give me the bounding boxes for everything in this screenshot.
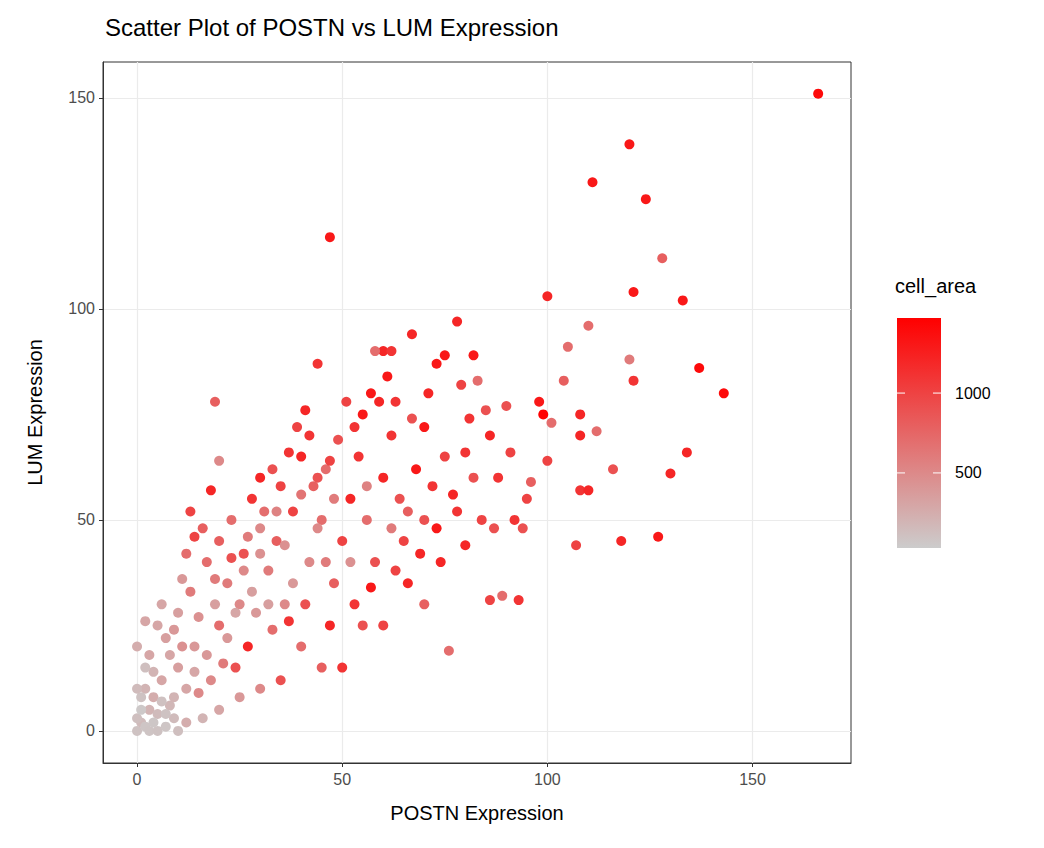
svg-text:50: 50 bbox=[333, 771, 351, 788]
svg-text:1000: 1000 bbox=[955, 385, 991, 402]
svg-text:LUM Expression: LUM Expression bbox=[24, 339, 46, 486]
svg-text:100: 100 bbox=[68, 300, 95, 317]
svg-text:50: 50 bbox=[77, 511, 95, 528]
svg-text:150: 150 bbox=[739, 771, 766, 788]
svg-text:POSTN Expression: POSTN Expression bbox=[390, 802, 563, 824]
svg-text:0: 0 bbox=[86, 722, 95, 739]
svg-text:0: 0 bbox=[133, 771, 142, 788]
svg-text:500: 500 bbox=[955, 464, 982, 481]
svg-text:cell_area: cell_area bbox=[895, 275, 977, 298]
svg-text:100: 100 bbox=[534, 771, 561, 788]
svg-text:Scatter Plot of POSTN vs LUM E: Scatter Plot of POSTN vs LUM Expression bbox=[105, 14, 558, 41]
svg-text:150: 150 bbox=[68, 89, 95, 106]
